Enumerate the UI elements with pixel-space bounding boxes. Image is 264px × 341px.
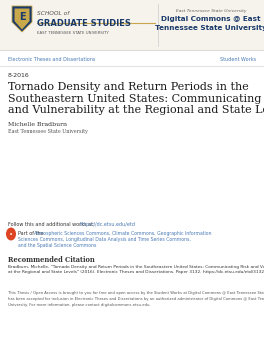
Text: Michelle Bradburn: Michelle Bradburn <box>8 121 67 127</box>
Circle shape <box>6 227 16 240</box>
Text: cc: cc <box>10 232 13 236</box>
Text: Digital Commons @ East: Digital Commons @ East <box>161 16 261 22</box>
Text: Atmospheric Sciences Commons, Climate Commons, Geographic Information: Atmospheric Sciences Commons, Climate Co… <box>34 231 211 236</box>
Text: Southeastern United States: Communicating Risk: Southeastern United States: Communicatin… <box>8 93 264 104</box>
Text: Part of the: Part of the <box>18 231 45 236</box>
Text: Bradburn, Michelle, "Tornado Density and Return Periods in the Southeastern Unit: Bradburn, Michelle, "Tornado Density and… <box>8 265 264 269</box>
Text: GRADUATE STUDIES: GRADUATE STUDIES <box>37 19 131 28</box>
Text: E: E <box>19 12 25 22</box>
Text: Student Works: Student Works <box>220 57 256 62</box>
Text: Sciences Commons, Longitudinal Data Analysis and Time Series Commons,: Sciences Commons, Longitudinal Data Anal… <box>18 237 191 242</box>
Text: University. For more information, please contact digitalcommons.etsu.edu.: University. For more information, please… <box>8 303 151 307</box>
Text: at the Regional and State Levels" (2016). Electronic Theses and Dissertations. P: at the Regional and State Levels" (2016)… <box>8 270 264 275</box>
Text: Tennessee State University: Tennessee State University <box>155 25 264 31</box>
Polygon shape <box>15 9 30 30</box>
Bar <box>0 0 264 50</box>
Text: East Tennessee State University: East Tennessee State University <box>8 129 88 133</box>
Text: SCHOOL of: SCHOOL of <box>37 11 69 16</box>
Text: 8-2016: 8-2016 <box>8 73 30 78</box>
Text: Recommended Citation: Recommended Citation <box>8 256 95 264</box>
Text: This Thesis / Open Access is brought to you for free and open access by the Stud: This Thesis / Open Access is brought to … <box>8 291 264 295</box>
Text: has been accepted for inclusion in Electronic Theses and Dissertations by an aut: has been accepted for inclusion in Elect… <box>8 297 264 301</box>
Text: Tornado Density and Return Periods in the: Tornado Density and Return Periods in th… <box>8 82 249 92</box>
Text: and Vulnerability at the Regional and State Levels: and Vulnerability at the Regional and St… <box>8 105 264 115</box>
Polygon shape <box>12 6 32 32</box>
Text: Follow this and additional works at:: Follow this and additional works at: <box>8 222 96 227</box>
Text: East Tennessee State University: East Tennessee State University <box>176 9 246 13</box>
Text: EAST TENNESSEE STATE UNIVERSITY: EAST TENNESSEE STATE UNIVERSITY <box>37 31 109 35</box>
Text: https://dc.etsu.edu/etd: https://dc.etsu.edu/etd <box>79 222 135 227</box>
Text: Electronic Theses and Dissertations: Electronic Theses and Dissertations <box>8 57 95 62</box>
Text: and the Spatial Science Commons: and the Spatial Science Commons <box>18 243 96 248</box>
